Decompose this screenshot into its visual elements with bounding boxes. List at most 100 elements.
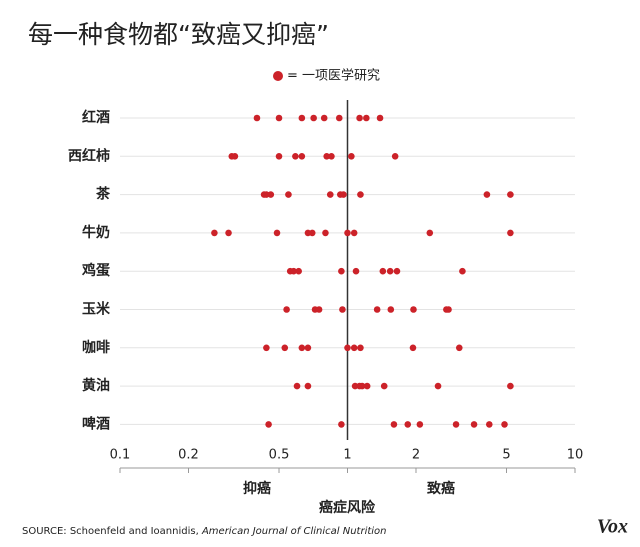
dot (304, 382, 312, 390)
dot (273, 229, 281, 237)
dot (323, 153, 330, 160)
dot (363, 114, 370, 122)
dot (338, 421, 345, 428)
dot (404, 421, 412, 428)
dot (298, 114, 306, 122)
dot (348, 153, 355, 160)
dot (393, 267, 401, 275)
x-tick-label: 0.1 (110, 448, 131, 463)
dot (452, 421, 460, 428)
dot (344, 229, 351, 237)
dot (507, 382, 514, 390)
x-tick-label: 1 (343, 448, 351, 463)
dot (358, 382, 366, 390)
y-tick-label: 啤酒 (82, 415, 110, 432)
dot (339, 306, 346, 313)
y-tick-label: 玉米 (82, 301, 111, 318)
dot (426, 229, 434, 237)
dot (507, 191, 514, 198)
annotation: 致癌 (427, 480, 455, 497)
y-tick-label: 黄油 (82, 377, 110, 394)
dot (253, 114, 261, 122)
x-tick-label: 0.5 (269, 448, 290, 463)
source: SOURCE: Schoenfeld and Ioannidis, Americ… (22, 526, 387, 537)
dot (373, 306, 381, 313)
dot (350, 344, 358, 352)
dot (298, 153, 306, 160)
dot (290, 267, 297, 275)
dot (267, 191, 275, 198)
dot (308, 229, 316, 237)
dot (501, 421, 508, 428)
dot (315, 306, 323, 313)
x-tick-label: 0.2 (178, 448, 199, 463)
annotation: 抑癌 (243, 480, 271, 497)
y-tick-label: 西红柿 (68, 147, 110, 164)
dot (335, 114, 343, 122)
x-tick-label: 10 (567, 448, 584, 463)
y-tick-label: 茶 (95, 186, 111, 203)
dot (328, 153, 335, 160)
legend-marker (273, 71, 283, 81)
dot (379, 267, 387, 275)
dot (350, 229, 358, 237)
dot (275, 153, 283, 160)
dot (434, 382, 442, 390)
source-prefix: SOURCE: Schoenfeld and Ioannidis, (22, 526, 202, 537)
chart-title: 每一种食物都“致癌又抑癌” (28, 20, 329, 49)
dot (225, 229, 232, 237)
dot (292, 153, 299, 160)
dot (356, 114, 363, 122)
dot (357, 344, 364, 352)
dot (340, 191, 347, 198)
dot (363, 382, 371, 390)
dot (231, 153, 239, 160)
dot (376, 114, 384, 122)
dot (304, 344, 312, 352)
dot (275, 114, 283, 122)
dot (357, 191, 364, 198)
dot (326, 191, 334, 198)
dot (283, 306, 290, 313)
legend-label: = 一项医学研究 (287, 68, 380, 84)
dot (386, 267, 394, 275)
dot (322, 229, 329, 237)
x-tick-label: 2 (412, 448, 420, 463)
dot (295, 267, 302, 275)
dot (445, 306, 452, 313)
dot (344, 344, 351, 352)
dot (338, 267, 345, 275)
dot (410, 306, 417, 313)
dot (390, 421, 398, 428)
dot (320, 114, 328, 122)
dot (483, 191, 491, 198)
y-tick-label: 鸡蛋 (81, 262, 110, 279)
y-tick-label: 牛奶 (82, 224, 110, 241)
y-tick-label: 咖啡 (82, 339, 110, 356)
dot (263, 344, 270, 352)
x-axis-label: 癌症风险 (319, 499, 376, 516)
dot (455, 344, 463, 352)
dot (387, 306, 395, 313)
dot (380, 382, 388, 390)
dot (485, 421, 493, 428)
dot (470, 421, 478, 428)
dot (281, 344, 289, 352)
dot (391, 153, 399, 160)
dot (285, 191, 292, 198)
dot (409, 344, 417, 352)
dot (507, 229, 514, 237)
dot (293, 382, 301, 390)
source-journal: American Journal of Clinical Nutrition (201, 526, 387, 537)
dot (211, 229, 218, 237)
y-tick-label: 红酒 (82, 109, 110, 126)
dot (416, 421, 424, 428)
dot (310, 114, 317, 122)
dot (352, 267, 360, 275)
logo: Vox (597, 516, 628, 538)
dot (298, 344, 306, 352)
dot (265, 421, 272, 428)
dot (459, 267, 466, 275)
x-tick-label: 5 (502, 448, 510, 463)
